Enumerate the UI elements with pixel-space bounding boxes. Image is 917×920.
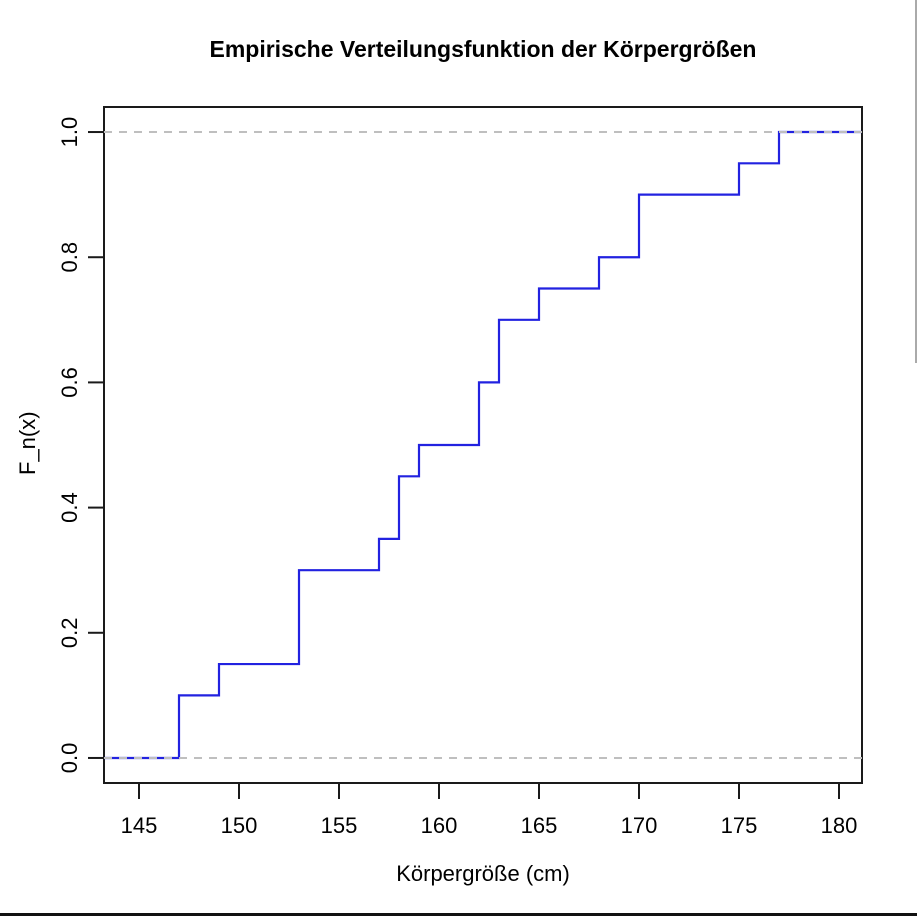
x-tick-label: 145 — [121, 813, 158, 838]
ecdf-step-line — [104, 130, 862, 760]
chart-title: Empirische Verteilungsfunktion der Körpe… — [209, 36, 757, 62]
x-tick-label: 180 — [821, 813, 858, 838]
x-tick-label: 170 — [621, 813, 658, 838]
x-tick-label: 160 — [421, 813, 458, 838]
x-tick-label: 150 — [221, 813, 258, 838]
y-tick-label: 0.4 — [57, 492, 82, 523]
x-tick-label: 175 — [721, 813, 758, 838]
y-axis-label: F_n(x) — [15, 411, 40, 475]
x-tick-label: 165 — [521, 813, 558, 838]
y-tick-label: 1.0 — [57, 117, 82, 148]
plot-box — [103, 106, 863, 784]
y-tick-label: 0.8 — [57, 242, 82, 273]
window-border-bottom — [0, 913, 917, 916]
y-tick-label: 0.0 — [57, 743, 82, 774]
x-axis-label: Körpergröße (cm) — [396, 861, 570, 886]
y-tick-label: 0.2 — [57, 617, 82, 648]
x-tick-label: 155 — [321, 813, 358, 838]
scrollbar-thumb[interactable] — [915, 0, 917, 363]
y-tick-label: 0.6 — [57, 367, 82, 398]
